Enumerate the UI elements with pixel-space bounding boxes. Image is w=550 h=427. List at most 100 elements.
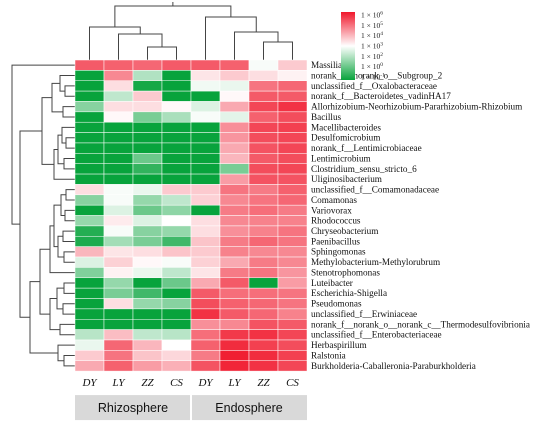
heatmap-cell — [103, 256, 134, 268]
heatmap-cell — [103, 59, 134, 71]
heatmap-cell — [161, 132, 192, 144]
dendrogram-branch — [64, 209, 75, 222]
heatmap-cell — [277, 246, 308, 258]
dendrogram-branch — [62, 106, 75, 118]
column-labels: DY LY ZZ CS DY LY ZZ CS — [81, 377, 299, 389]
dendrogram-branch — [49, 298, 60, 331]
heatmap-cell — [248, 360, 279, 372]
heatmap-cell — [103, 163, 134, 175]
heatmap-cell — [190, 59, 221, 71]
heatmap-cell — [219, 277, 250, 289]
heatmap-cell — [103, 70, 134, 81]
row-label: norank_f__norank_o__Subgroup_2 — [311, 70, 443, 80]
heatmap-cell — [248, 225, 279, 237]
heatmap-cell — [103, 360, 134, 372]
heatmap-cell — [219, 59, 250, 71]
heatmap-cell — [219, 101, 250, 113]
heatmap-cell — [132, 173, 163, 185]
heatmap-cell — [248, 173, 279, 185]
row-label: Rhodococcus — [311, 216, 361, 226]
dendrogram-branch — [59, 75, 75, 92]
row-label: Luteibacter — [311, 278, 353, 288]
heatmap-cell — [74, 277, 105, 289]
heatmap-cell — [132, 277, 163, 289]
heatmap-cell — [248, 267, 279, 279]
dendrogram-branch — [39, 248, 50, 315]
heatmap-cell — [161, 194, 192, 206]
heatmap-cell — [248, 350, 279, 361]
heatmap-cell — [248, 329, 279, 341]
heatmap-cell — [219, 121, 250, 133]
heatmap-cell — [132, 132, 163, 144]
heatmap-cell — [132, 111, 163, 123]
heatmap-cell — [219, 287, 250, 299]
row-label: norank_f__norank_o__norank_c__Thermodesu… — [311, 319, 530, 329]
heatmap-cell — [248, 204, 279, 216]
heatmap-cell — [74, 184, 105, 196]
heatmap-cell — [248, 80, 279, 92]
heatmap-cell — [219, 267, 250, 279]
dendrogram-branch — [11, 64, 75, 225]
heatmap-cell — [132, 256, 163, 268]
heatmap-cell — [248, 184, 279, 196]
heatmap-cell — [219, 350, 250, 361]
heatmap-cell — [74, 163, 105, 175]
heatmap-cell — [132, 225, 163, 237]
heatmap-cell — [161, 225, 192, 237]
heatmap-cell — [190, 277, 221, 289]
column-label: LY — [111, 377, 126, 389]
heatmap-cell — [74, 287, 105, 299]
heatmap-cell — [190, 101, 221, 113]
heatmap-cell — [190, 350, 221, 361]
row-label: Desulfomicrobium — [311, 133, 380, 143]
row-label: Comamonas — [311, 195, 357, 205]
heatmap-cell — [277, 101, 308, 113]
group-box — [192, 395, 307, 421]
heatmap-cell — [74, 111, 105, 123]
heatmap-cell — [190, 132, 221, 144]
heatmap-cell — [190, 194, 221, 206]
heatmap-cell — [190, 236, 221, 247]
heatmap-cell — [74, 319, 105, 330]
heatmap-cell — [190, 246, 221, 258]
heatmap-cell — [277, 287, 308, 299]
heatmap-cell — [277, 80, 308, 92]
heatmap-cell — [132, 360, 163, 372]
heatmap-cell — [161, 80, 192, 92]
heatmap-cell — [161, 59, 192, 71]
dendrogram-branch — [63, 282, 75, 294]
heatmap-cell — [277, 163, 308, 175]
heatmap-cell — [132, 246, 163, 258]
column-label: DY — [197, 377, 214, 389]
heatmap-cell — [103, 80, 134, 92]
heatmap-cell — [190, 215, 221, 227]
heatmap-cell — [219, 111, 250, 123]
row-label: Escherichia-Shigella — [311, 288, 387, 298]
dendrogram-branch — [63, 251, 75, 263]
row-labels: Massilianorank_f__norank_o__Subgroup_2un… — [311, 60, 530, 371]
heatmap-cell — [161, 101, 192, 113]
dendrogram-branch — [51, 82, 63, 113]
heatmap-cell — [103, 173, 134, 185]
heatmap-cell — [132, 59, 163, 71]
heatmap-cell — [103, 225, 134, 237]
heatmap-cell — [103, 204, 134, 216]
heatmap-cell — [248, 59, 279, 71]
heatmap-cell — [190, 298, 221, 310]
heatmap-cell — [190, 267, 221, 279]
heatmap-cell — [190, 329, 221, 341]
heatmap-cell — [132, 298, 163, 310]
heatmap-cell — [219, 319, 250, 330]
heatmap-cell — [161, 339, 192, 351]
heatmap-cell — [277, 277, 308, 289]
heatmap-cell — [190, 173, 221, 185]
heatmap-cell — [74, 194, 105, 206]
row-label: unclassified_f__Enterobacteriaceae — [311, 330, 442, 340]
dendrogram-branch — [62, 303, 75, 315]
heatmap-cell — [74, 256, 105, 268]
row-label: Uliginosibacterium — [311, 174, 382, 184]
heatmap-cell — [161, 298, 192, 310]
heatmap-cell — [103, 350, 134, 361]
heatmap-cell — [248, 236, 279, 247]
